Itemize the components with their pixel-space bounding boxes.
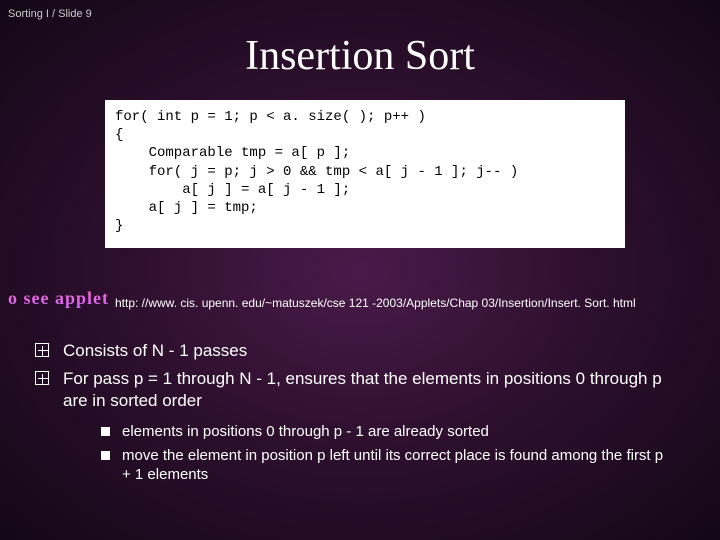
code-line: for( int p = 1; p < a. size( ); p++ ) <box>115 109 426 125</box>
square-bullet-icon <box>101 451 110 460</box>
page-title: Insertion Sort <box>0 32 720 80</box>
sub-bullet-text: move the element in position p left unti… <box>122 446 675 485</box>
code-line: a[ j ] = tmp; <box>115 200 258 216</box>
code-line: for( j = p; j > 0 && tmp < a[ j - 1 ]; j… <box>115 164 518 180</box>
applet-url[interactable]: http: //www. cis. upenn. edu/~matuszek/c… <box>115 296 636 310</box>
bullet-text: Consists of N - 1 passes <box>63 340 247 362</box>
code-line: Comparable tmp = a[ p ]; <box>115 145 350 161</box>
list-item: For pass p = 1 through N - 1, ensures th… <box>35 368 675 412</box>
breadcrumb: Sorting I / Slide 9 <box>8 8 92 20</box>
bullet-text: For pass p = 1 through N - 1, ensures th… <box>63 368 675 412</box>
sub-bullet-list: elements in positions 0 through p - 1 ar… <box>101 422 675 485</box>
applet-label: o see applet <box>8 288 109 309</box>
list-item: Consists of N - 1 passes <box>35 340 675 362</box>
list-item: move the element in position p left unti… <box>101 446 675 485</box>
square-bullet-icon <box>101 427 110 436</box>
bullet-list: Consists of N - 1 passes For pass p = 1 … <box>35 340 675 489</box>
sub-bullet-text: elements in positions 0 through p - 1 ar… <box>122 422 489 442</box>
code-block: for( int p = 1; p < a. size( ); p++ ) { … <box>105 100 625 248</box>
code-line: { <box>115 127 123 143</box>
code-line: } <box>115 218 123 234</box>
bullet-icon <box>35 371 49 385</box>
bullet-icon <box>35 343 49 357</box>
list-item: elements in positions 0 through p - 1 ar… <box>101 422 675 442</box>
code-line: a[ j ] = a[ j - 1 ]; <box>115 182 350 198</box>
